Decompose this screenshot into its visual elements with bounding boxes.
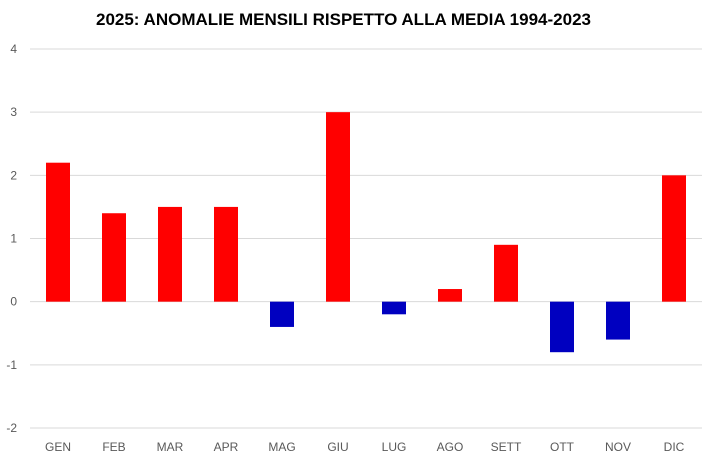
x-category-label: SETT xyxy=(491,440,522,454)
x-category-label: GEN xyxy=(45,440,71,454)
x-category-label: LUG xyxy=(382,440,407,454)
x-category-label: GIU xyxy=(327,440,348,454)
bar-ott xyxy=(550,301,574,353)
bar-apr xyxy=(214,206,238,302)
bar-dic xyxy=(662,175,686,302)
y-tick-label: 0 xyxy=(10,295,17,309)
x-category-label: NOV xyxy=(605,440,631,454)
y-tick-label: -2 xyxy=(6,421,17,435)
bar-mag xyxy=(270,301,294,327)
x-category-label: AGO xyxy=(437,440,464,454)
y-tick-label: 1 xyxy=(10,232,17,246)
bar-lug xyxy=(382,301,406,315)
bar-gen xyxy=(46,162,70,302)
y-tick-label: 2 xyxy=(10,168,17,182)
x-category-label: OTT xyxy=(550,440,575,454)
y-tick-label: -1 xyxy=(6,358,17,372)
y-tick-label: 3 xyxy=(10,105,17,119)
y-tick-label: 4 xyxy=(10,42,17,56)
bar-feb xyxy=(102,213,126,302)
x-category-label: APR xyxy=(214,440,239,454)
bar-giu xyxy=(326,112,350,302)
bar-ago xyxy=(438,289,462,302)
chart-title: 2025: ANOMALIE MENSILI RISPETTO ALLA MED… xyxy=(95,10,591,29)
x-category-label: MAR xyxy=(157,440,184,454)
bar-mar xyxy=(158,206,182,302)
x-category-label: MAG xyxy=(268,440,295,454)
bar-nov xyxy=(606,301,630,340)
x-category-label: FEB xyxy=(102,440,125,454)
x-category-label: DIC xyxy=(664,440,685,454)
bar-sett xyxy=(494,244,518,302)
